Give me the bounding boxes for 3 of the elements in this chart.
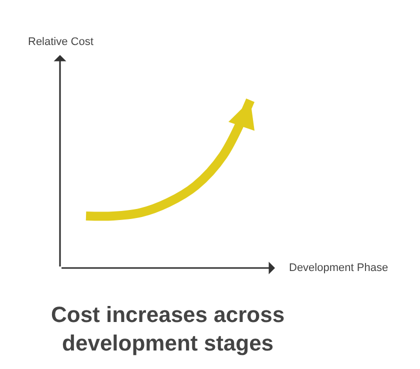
text: Cost increases across development stages: [51, 302, 285, 356]
x-axis-title: Development Phase: [289, 262, 388, 274]
y-axis-title: Relative Cost: [28, 36, 94, 48]
